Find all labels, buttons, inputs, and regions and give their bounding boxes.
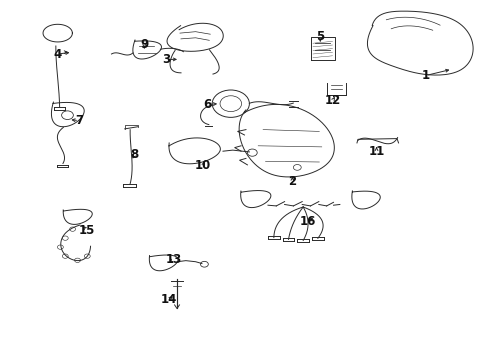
- Text: 16: 16: [299, 215, 316, 228]
- Text: 3: 3: [162, 53, 170, 66]
- Text: 6: 6: [203, 98, 211, 111]
- Text: 7: 7: [75, 114, 83, 127]
- Text: 11: 11: [367, 145, 384, 158]
- Text: 1: 1: [421, 69, 428, 82]
- Text: 8: 8: [130, 148, 138, 161]
- Text: 2: 2: [288, 175, 296, 188]
- Text: 5: 5: [316, 30, 324, 42]
- Text: 13: 13: [165, 253, 182, 266]
- Text: 15: 15: [79, 224, 95, 237]
- Text: 4: 4: [54, 48, 61, 60]
- Text: 9: 9: [140, 39, 148, 51]
- Text: 14: 14: [160, 293, 177, 306]
- Text: 12: 12: [324, 94, 340, 107]
- Text: 10: 10: [194, 159, 211, 172]
